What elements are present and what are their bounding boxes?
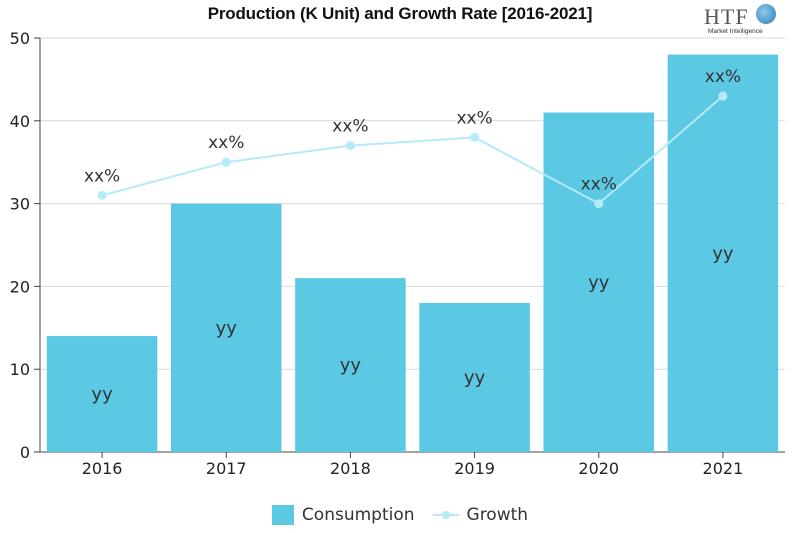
x-tick-label: 2016 (82, 459, 123, 478)
x-tick-label: 2017 (206, 459, 247, 478)
globe-icon (756, 4, 776, 24)
bar-consumption (170, 203, 282, 452)
bar-label: yy (712, 243, 734, 264)
growth-label: xx% (84, 166, 120, 186)
legend-item-consumption[interactable]: Consumption (271, 505, 415, 525)
bar-consumption (46, 336, 158, 452)
x-tick-label: 2019 (454, 459, 495, 478)
bar-label: yy (340, 355, 362, 376)
growth-point (594, 199, 604, 209)
y-tick-label: 10 (10, 360, 30, 379)
growth-line (101, 95, 724, 205)
x-tick-label: 2021 (703, 459, 744, 478)
x-tick-label: 2018 (330, 459, 371, 478)
growth-point (221, 157, 231, 167)
y-tick-label: 30 (10, 195, 30, 214)
growth-label: xx% (581, 175, 617, 195)
bar-consumption (543, 112, 655, 453)
bar-consumption (295, 278, 406, 452)
bar-consumption (667, 54, 779, 453)
htf-logo: HTF Market Intelligence (700, 2, 780, 40)
growth-label: xx% (705, 67, 741, 87)
growth-label: xx% (208, 133, 244, 153)
legend-label-growth: Growth (466, 505, 529, 525)
bar-consumption (419, 302, 530, 452)
growth-point (718, 91, 728, 101)
chart-title: Production (K Unit) and Growth Rate [201… (207, 4, 593, 23)
bar-label: yy (91, 384, 113, 405)
growth-label: xx% (456, 108, 492, 128)
y-tick-label: 0 (20, 443, 30, 462)
legend-swatch-growth (432, 505, 459, 525)
plot-area: 0 10 20 30 40 50 yy yy yy yy yy yy 2016 2017 2018 2019 2… (10, 29, 785, 478)
x-tick-label: 2020 (578, 459, 619, 478)
bar-label: yy (588, 272, 610, 293)
growth-point (97, 190, 107, 200)
logo-text: HTF (704, 4, 749, 29)
y-tick-label: 40 (10, 112, 30, 131)
y-tick-label: 20 (10, 277, 30, 296)
legend-item-growth[interactable]: Growth (432, 505, 529, 525)
growth-point (470, 132, 480, 142)
logo-subtext: Market Intelligence (708, 28, 763, 35)
y-tick-label: 50 (10, 29, 30, 48)
legend-label-consumption: Consumption (301, 505, 415, 525)
legend-swatch-consumption (271, 505, 294, 525)
growth-point (345, 141, 355, 151)
legend: Consumption Growth (0, 505, 800, 525)
bar-label: yy (464, 367, 486, 388)
growth-label: xx% (332, 117, 368, 137)
bar-label: yy (216, 318, 238, 339)
